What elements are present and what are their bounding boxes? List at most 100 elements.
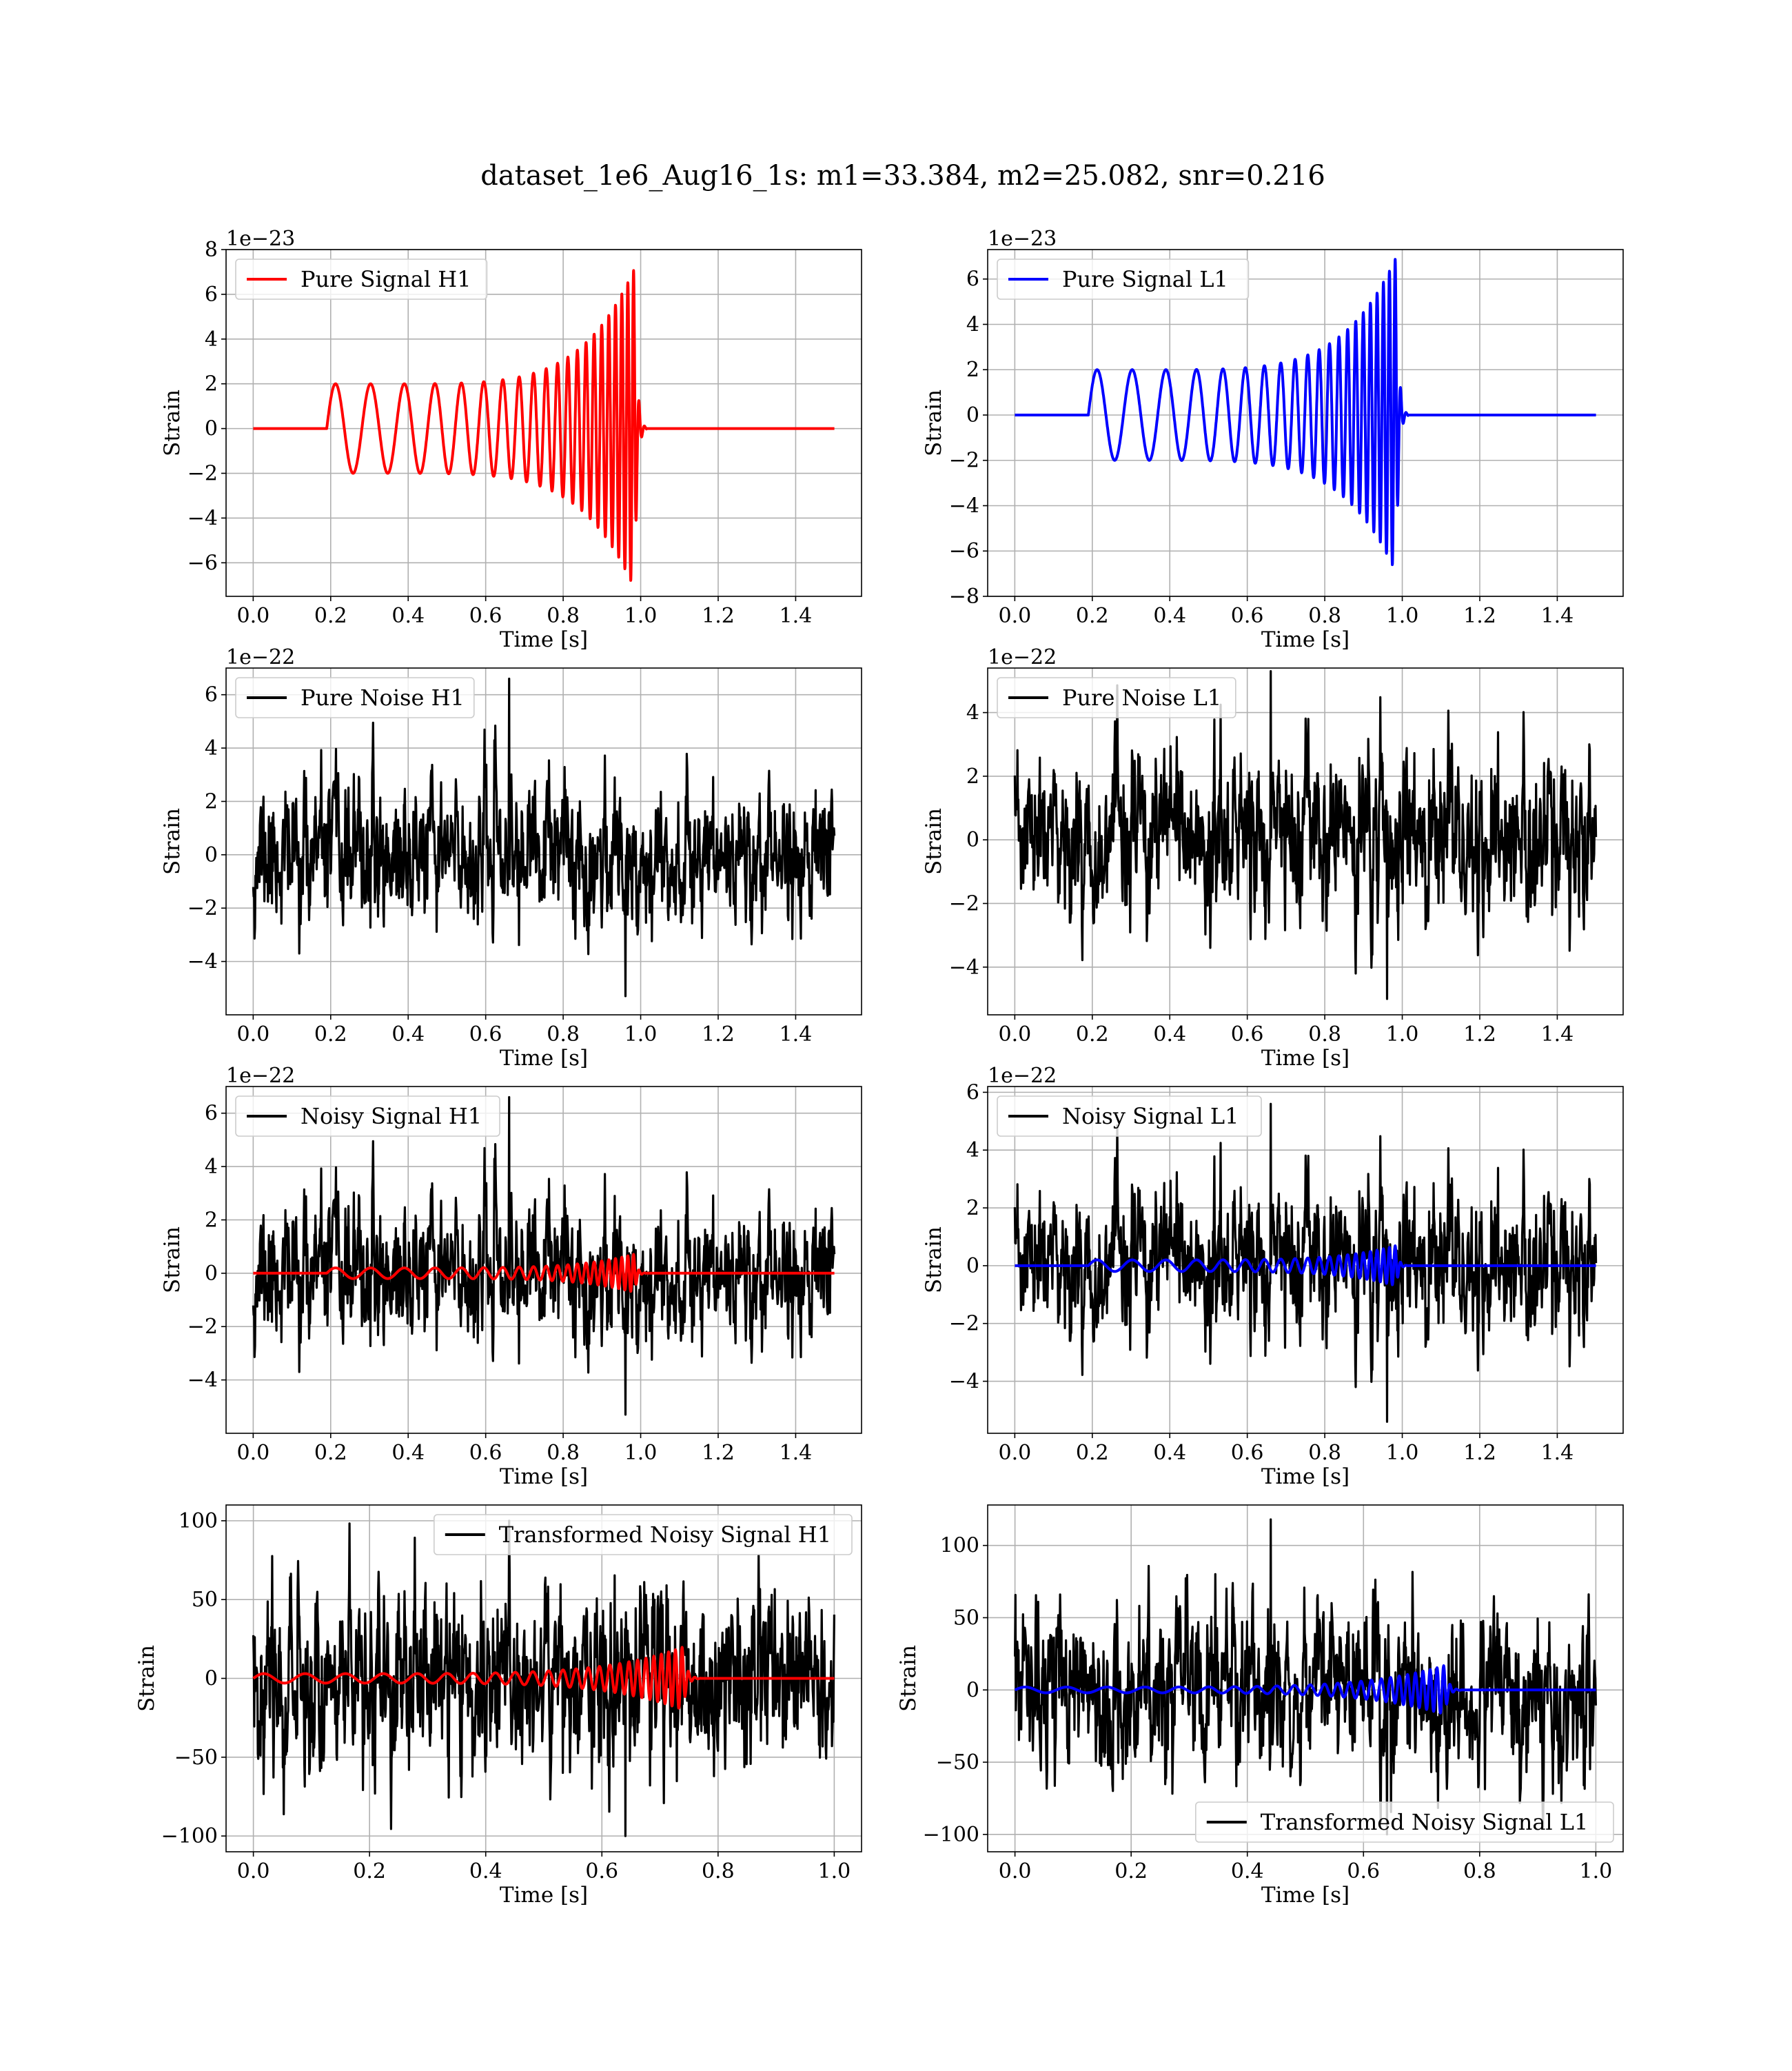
- y-tick-label: 0: [966, 1254, 979, 1278]
- x-tick-label: 1.0: [624, 604, 658, 628]
- figure-suptitle: dataset_1e6_Aug16_1s: m1=33.384, m2=25.0…: [480, 160, 1325, 192]
- x-tick-label: 0.8: [1308, 1441, 1341, 1465]
- x-tick-label: 0.4: [1231, 1859, 1264, 1883]
- x-tick-label: 1.4: [1541, 604, 1574, 628]
- y-axis-multiplier: 1e−22: [226, 645, 295, 669]
- y-tick-label: 100: [179, 1509, 218, 1533]
- x-tick-label: 1.2: [1463, 604, 1496, 628]
- y-tick-label: −2: [949, 891, 979, 916]
- panel-pure-signal-h1: 0.0 0.2 0.4 0.6 0.8 1.0 1.2 1.4 −6 −4 −2 0 2 4 6 8 Time …: [160, 227, 862, 652]
- x-tick-label: 0.2: [1076, 604, 1109, 628]
- legend: Pure Signal H1: [235, 259, 488, 300]
- x-tick-label: 0.2: [353, 1859, 386, 1883]
- y-tick-label: −50: [936, 1750, 979, 1775]
- x-tick-label: 1.2: [702, 1441, 735, 1465]
- y-axis-multiplier: 1e−22: [988, 1064, 1057, 1088]
- x-axis-label: Time [s]: [1261, 1464, 1350, 1489]
- x-tick-label: 0.2: [1076, 1441, 1109, 1465]
- y-axis-label: Strain: [160, 808, 185, 875]
- y-axis-label: Strain: [922, 390, 946, 456]
- legend-box: [997, 677, 1236, 718]
- panel-noisy-signal-l1: 0.0 0.2 0.4 0.6 0.8 1.0 1.2 1.4 −4 −2 0 2 4 6 Time [s]…: [922, 1064, 1624, 1489]
- y-tick-label: −4: [187, 1368, 218, 1393]
- y-tick-label: 0: [205, 1667, 218, 1691]
- y-tick-label: 100: [940, 1534, 979, 1558]
- y-tick-label: 8: [205, 238, 218, 262]
- y-tick-label: −2: [187, 1315, 218, 1339]
- series-line-transformed-noisy-signal-l1: [1014, 1518, 1597, 1836]
- x-axis-label: Time [s]: [500, 1464, 588, 1489]
- y-tick-label: 50: [953, 1606, 979, 1630]
- series-line-transformed-noisy-signal-h1: [252, 1519, 835, 1837]
- panel-transformed-noisy-signal-l1: 0.0 0.2 0.4 0.6 0.8 1.0 −100 −50 0 50 100 Time [s] S…: [896, 1504, 1624, 1908]
- x-tick-label: 1.2: [702, 604, 735, 628]
- x-tick-label: 0.0: [236, 1022, 269, 1047]
- x-tick-label: 0.8: [547, 1441, 580, 1465]
- y-tick-label: 6: [205, 283, 218, 307]
- legend-label: Noisy Signal L1: [1062, 1103, 1239, 1129]
- x-tick-label: 0.8: [547, 1022, 580, 1047]
- legend: Noisy Signal H1: [235, 1095, 500, 1137]
- y-axis-multiplier: 1e−22: [226, 1064, 295, 1088]
- x-tick-label: 0.4: [391, 1022, 425, 1047]
- x-tick-label: 0.4: [469, 1859, 502, 1883]
- axes-frame: [225, 1086, 862, 1434]
- x-tick-label: 1.0: [624, 1022, 658, 1047]
- y-tick-label: −4: [187, 950, 218, 974]
- legend-label: Pure Signal H1: [301, 266, 471, 292]
- plot-area: [1013, 1102, 1598, 1423]
- y-tick-label: −2: [187, 462, 218, 486]
- y-tick-label: −100: [161, 1824, 218, 1848]
- x-tick-label: 0.6: [1347, 1859, 1380, 1883]
- legend-label: Pure Signal L1: [1062, 266, 1228, 292]
- panel-noisy-signal-h1: 0.0 0.2 0.4 0.6 0.8 1.0 1.2 1.4 −4 −2 0 2 4 6 Time [s]…: [160, 1064, 862, 1489]
- legend: Transformed Noisy Signal H1: [433, 1514, 853, 1555]
- x-tick-label: 0.0: [998, 1022, 1031, 1047]
- x-axis-label: Time [s]: [500, 1046, 588, 1071]
- y-tick-label: 4: [966, 701, 979, 725]
- x-tick-label: 0.0: [236, 1441, 269, 1465]
- x-tick-label: 0.4: [1153, 1441, 1186, 1465]
- legend: Pure Noise L1: [997, 677, 1236, 718]
- x-tick-label: 1.2: [702, 1022, 735, 1047]
- legend-label: Transformed Noisy Signal L1: [1261, 1809, 1589, 1835]
- x-tick-label: 0.0: [999, 1859, 1032, 1883]
- x-tick-label: 0.6: [1231, 604, 1264, 628]
- x-tick-label: 0.2: [1076, 1022, 1109, 1047]
- x-tick-label: 0.6: [469, 1022, 502, 1047]
- y-tick-label: −100: [923, 1823, 979, 1847]
- x-tick-label: 1.0: [1386, 1022, 1419, 1047]
- legend-box: [1195, 1801, 1614, 1843]
- y-axis-label: Strain: [896, 1645, 921, 1712]
- y-tick-label: 2: [205, 372, 218, 396]
- x-tick-label: 1.4: [1541, 1022, 1574, 1047]
- x-axis-label: Time [s]: [1261, 627, 1350, 652]
- y-tick-label: 2: [205, 1208, 218, 1232]
- y-tick-label: −4: [949, 1370, 979, 1394]
- legend: Transformed Noisy Signal L1: [1195, 1801, 1614, 1843]
- x-tick-label: 1.2: [1463, 1022, 1496, 1047]
- plot-area: [1013, 1518, 1598, 1836]
- x-tick-label: 0.6: [585, 1859, 618, 1883]
- y-tick-label: 4: [966, 312, 979, 336]
- series-line-noisy-signal-h1: [252, 1095, 836, 1416]
- x-tick-label: 1.0: [1386, 604, 1419, 628]
- x-tick-label: 1.4: [780, 604, 813, 628]
- x-tick-label: 0.0: [236, 604, 269, 628]
- series-line-transformed-noisy-signal-l1-chirp: [1013, 1664, 1598, 1715]
- y-tick-label: 2: [966, 1196, 979, 1220]
- legend-label: Transformed Noisy Signal H1: [499, 1522, 831, 1548]
- y-tick-label: 4: [966, 1138, 979, 1162]
- legend-box: [235, 259, 488, 300]
- plot-area: [252, 1519, 836, 1837]
- x-tick-label: 0.2: [314, 604, 347, 628]
- y-tick-label: −8: [949, 585, 979, 609]
- x-tick-label: 0.8: [1308, 604, 1341, 628]
- series-line-noisy-signal-l1: [1013, 1102, 1598, 1423]
- x-tick-label: 0.6: [469, 1441, 502, 1465]
- x-axis-label: Time [s]: [1261, 1883, 1350, 1908]
- x-tick-label: 0.2: [1114, 1859, 1148, 1883]
- x-tick-label: 0.8: [547, 604, 580, 628]
- y-axis-label: Strain: [160, 1226, 185, 1293]
